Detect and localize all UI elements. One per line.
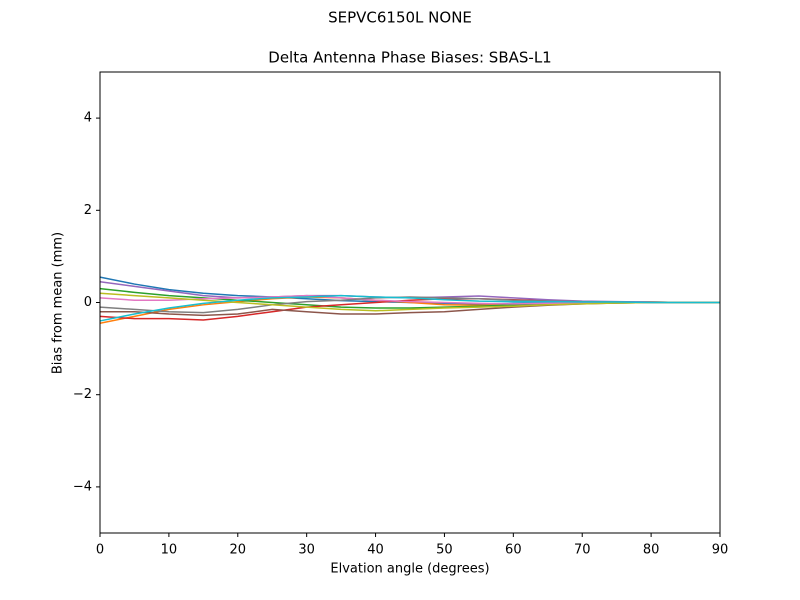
plot-area [99, 276, 720, 324]
x-axis-label: Elvation angle (degrees) [330, 562, 489, 577]
x-tick-label: 30 [298, 543, 315, 558]
y-tick-label: 2 [84, 203, 92, 218]
series-line [99, 292, 720, 312]
x-tick-label: 80 [643, 543, 660, 558]
x-tick-label: 10 [161, 543, 178, 558]
chart-title: Delta Antenna Phase Biases: SBAS-L1 [268, 49, 551, 67]
y-tick-label: 0 [84, 295, 92, 310]
x-tick-label: 20 [230, 543, 247, 558]
x-tick-label: 60 [505, 543, 522, 558]
x-tick-label: 50 [436, 543, 453, 558]
y-tick-label: −4 [73, 479, 92, 494]
suptitle: SEPVC6150L NONE [328, 9, 472, 27]
x-tick-label: 40 [367, 543, 384, 558]
x-tick-label: 0 [96, 543, 104, 558]
x-tick-label: 90 [712, 543, 729, 558]
x-tick-label: 70 [574, 543, 591, 558]
y-axis-label: Bias from mean (mm) [51, 232, 66, 374]
y-tick-label: 4 [84, 111, 92, 126]
series-line [99, 294, 720, 322]
y-tick-label: −2 [73, 387, 92, 402]
